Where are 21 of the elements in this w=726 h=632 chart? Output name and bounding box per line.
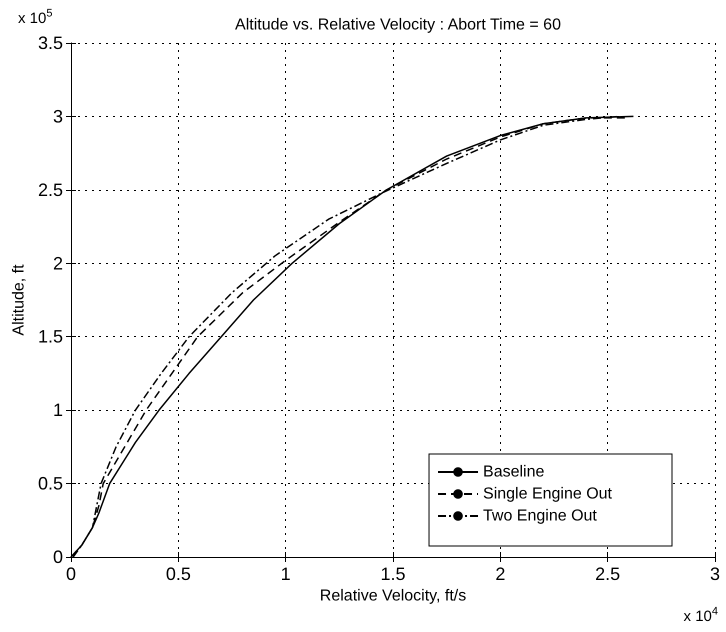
- y-tick-label: 3: [52, 106, 63, 126]
- y-tick-label: 2.5: [38, 180, 63, 200]
- y-tick-label: 0: [52, 547, 63, 567]
- legend-label: Two Engine Out: [483, 508, 598, 524]
- chart-title: Altitude vs. Relative Velocity : Abort Time = 60: [235, 16, 562, 34]
- x-tick-label: 1: [280, 564, 291, 584]
- x-tick-label: 0: [66, 564, 76, 584]
- y-tick-label: 2: [52, 253, 63, 274]
- x-tick-label: 0.5: [166, 564, 191, 584]
- x-tick-label: 2.5: [595, 564, 620, 584]
- x-axis-title: Relative Velocity, ft/s: [320, 587, 466, 604]
- x-tick-label: 2: [495, 564, 506, 584]
- x-tick-label: 1.5: [380, 564, 406, 584]
- legend-label: Baseline: [483, 464, 544, 480]
- y-axis-title: Altitude, ft: [10, 264, 28, 336]
- y-tick-label: 1: [52, 400, 63, 420]
- legend-label: Single Engine Out: [483, 486, 613, 502]
- y-tick-label: 0.5: [38, 474, 63, 494]
- y-tick-label: 3.5: [38, 33, 63, 53]
- y-tick-label: 1.5: [38, 326, 63, 347]
- x-tick-label: 3: [710, 564, 720, 584]
